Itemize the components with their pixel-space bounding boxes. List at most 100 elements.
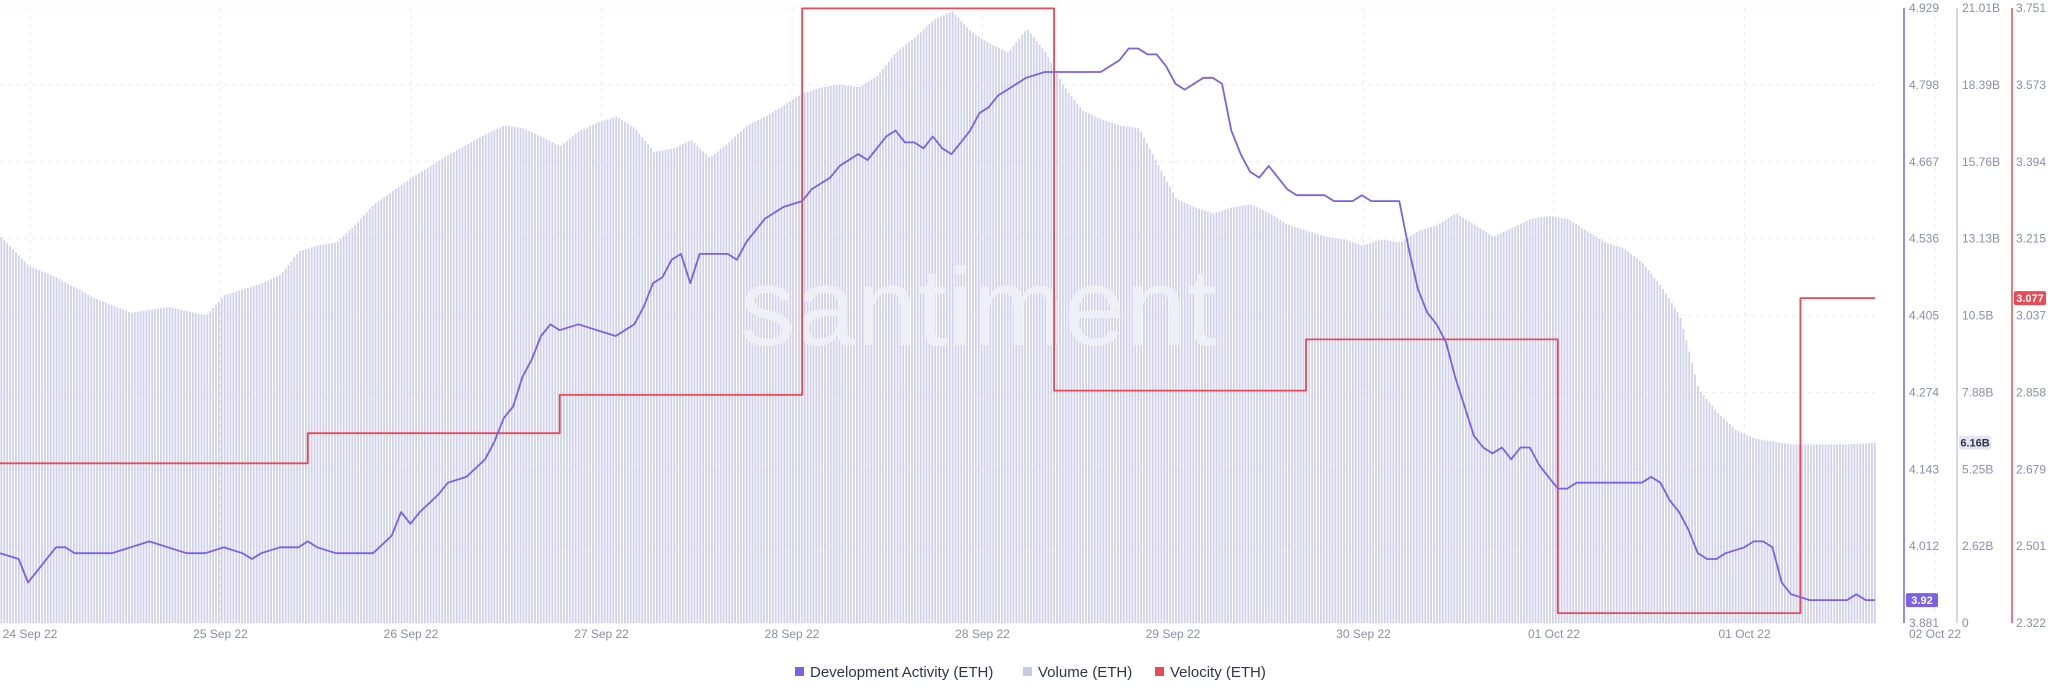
- volume-bar: [38, 270, 40, 623]
- volume-bar: [1740, 432, 1743, 623]
- volume-bar: [1873, 442, 1876, 623]
- volume-bar: [1537, 217, 1540, 624]
- volume-tick-label: 7.88B: [1962, 385, 1993, 399]
- volume-bar: [908, 42, 910, 624]
- legend-label: Velocity (ETH): [1170, 664, 1266, 681]
- volume-bar: [786, 103, 789, 624]
- volume-bar: [354, 225, 357, 623]
- volume-bar: [696, 145, 699, 623]
- volume-bar: [1288, 225, 1290, 623]
- volume-bar: [348, 230, 351, 623]
- volume-bar: [423, 169, 426, 623]
- volume-bar: [122, 309, 125, 623]
- volume-bar: [655, 151, 658, 624]
- volume-bar: [934, 19, 937, 624]
- volume-bar: [1195, 207, 1198, 623]
- volume-bar: [1575, 224, 1577, 623]
- volume-bar: [980, 38, 983, 624]
- volume-bar: [255, 285, 258, 623]
- volume-bar: [450, 153, 452, 623]
- volume-bar: [806, 91, 809, 624]
- volume-bar: [1282, 221, 1285, 624]
- volume-bar: [212, 308, 214, 623]
- volume-bar: [519, 127, 522, 624]
- volume-bar: [1172, 192, 1174, 623]
- volume-bar: [505, 125, 507, 623]
- volume-badge-text: 6.16B: [1960, 438, 1989, 450]
- volume-bar: [1088, 113, 1090, 623]
- volume-bar: [821, 87, 823, 624]
- volume-bar: [931, 21, 934, 623]
- volume-bar: [365, 212, 368, 623]
- volume-bar: [1279, 219, 1282, 623]
- volume-bar: [742, 128, 745, 623]
- volume-bar: [690, 140, 693, 623]
- volume-bar: [766, 115, 768, 624]
- volume-bar: [1450, 216, 1453, 623]
- volume-bar: [278, 275, 281, 623]
- volume-bar: [1496, 234, 1499, 623]
- volume-bar: [1247, 204, 1250, 624]
- volume-bar: [1163, 176, 1166, 623]
- volume-bar: [1743, 433, 1746, 623]
- volume-bar: [1711, 406, 1714, 623]
- volume-bar: [1067, 92, 1070, 623]
- volume-bar: [1528, 219, 1531, 623]
- volume-bar: [995, 46, 997, 623]
- volume-bar: [783, 104, 786, 623]
- volume-bar: [650, 148, 652, 623]
- volume-bar: [1209, 212, 1212, 624]
- volume-bar: [1256, 207, 1258, 624]
- volume-bar: [1262, 210, 1264, 623]
- volume-bar: [670, 149, 673, 623]
- dev-tick-label: 4.274: [1909, 385, 1939, 399]
- volume-bar: [17, 255, 20, 624]
- volume-bar: [1125, 126, 1128, 624]
- volume-bar: [1409, 235, 1412, 624]
- volume-bar: [679, 145, 681, 624]
- volume-bar: [302, 250, 304, 623]
- volume-bar: [539, 136, 542, 623]
- volume-bar: [1476, 226, 1479, 623]
- volume-bar: [1006, 51, 1009, 623]
- volume-bar: [183, 310, 185, 623]
- volume-bar: [1598, 238, 1601, 623]
- volume-bar: [537, 135, 539, 623]
- volume-bar: [827, 86, 829, 623]
- volume-bar: [70, 285, 72, 623]
- volume-bar: [658, 150, 661, 624]
- volume-bar: [276, 276, 278, 623]
- volume-bar: [1717, 413, 1720, 623]
- volume-bar: [200, 314, 203, 623]
- volume-bar: [945, 13, 948, 623]
- volume-bar: [342, 236, 345, 623]
- volume-bar: [1041, 48, 1044, 623]
- volume-bar: [1015, 42, 1018, 624]
- volume-bar: [777, 108, 780, 624]
- volume-bar: [470, 142, 473, 624]
- volume-bar: [1694, 374, 1696, 623]
- volume-bar: [1044, 51, 1047, 623]
- volume-bar: [339, 238, 342, 623]
- volume-bar: [397, 187, 400, 623]
- volume-bar: [1531, 218, 1534, 624]
- volume-bar: [1001, 49, 1003, 623]
- volume-bar: [1148, 148, 1151, 623]
- volume-bar: [705, 154, 707, 623]
- volume-bar: [81, 291, 84, 623]
- volume-bar: [1595, 236, 1598, 624]
- volume-bar: [52, 276, 55, 623]
- volume-bar: [345, 233, 348, 624]
- volume-bar: [1786, 443, 1789, 623]
- volume-bar: [1378, 240, 1380, 623]
- dev-tick-label: 4.405: [1909, 309, 1939, 323]
- volume-bar: [1563, 218, 1566, 623]
- volume-tick-label: 2.62B: [1962, 539, 1993, 553]
- volume-bar: [3, 240, 6, 623]
- current-value-badges: 3.92 6.16B 3.077: [1906, 291, 2046, 608]
- volume-bar: [557, 144, 560, 623]
- volume-bar: [35, 268, 38, 623]
- volume-bar: [1644, 266, 1647, 623]
- volume-bar: [513, 127, 516, 623]
- legend-swatch: [795, 667, 804, 676]
